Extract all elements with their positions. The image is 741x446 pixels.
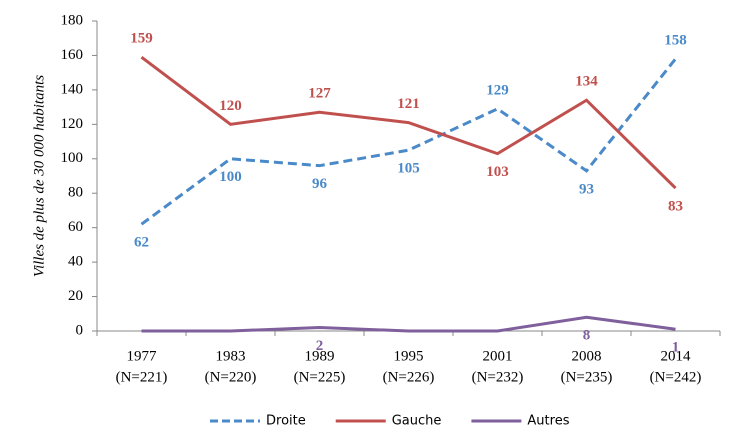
value-label: 103: [486, 164, 509, 180]
value-label: 1: [672, 340, 680, 356]
x-tick-sublabel: (N=232): [472, 369, 524, 385]
x-tick-sublabel: (N=225): [294, 369, 346, 385]
x-tick-label: 1977: [127, 348, 158, 364]
value-label: 120: [219, 98, 242, 114]
value-label: 62: [134, 235, 149, 251]
x-tick-sublabel: (N=235): [561, 369, 613, 385]
value-label: 100: [219, 169, 242, 185]
value-label: 127: [308, 86, 331, 102]
value-label: 121: [397, 96, 420, 112]
y-tick-label: 100: [61, 150, 84, 166]
x-tick-label: 1995: [394, 348, 424, 364]
legend-label: Gauche: [392, 414, 442, 429]
series-line: [140, 55, 677, 190]
y-tick-label: 120: [61, 116, 84, 132]
value-label: 134: [575, 74, 598, 90]
y-tick-label: 40: [68, 254, 83, 270]
value-label: 96: [312, 176, 328, 192]
value-label: 83: [668, 198, 683, 214]
x-tick-label: 1989: [305, 348, 335, 364]
value-label: 8: [583, 328, 591, 344]
y-tick-label: 180: [61, 12, 84, 28]
y-tick-label: 20: [68, 288, 83, 304]
value-label: 159: [130, 31, 153, 47]
value-label: 93: [579, 181, 594, 197]
y-tick-label: 80: [68, 185, 83, 201]
value-label: 129: [486, 82, 509, 98]
x-tick-sublabel: (N=221): [116, 369, 168, 385]
y-tick-label: 160: [61, 47, 84, 63]
value-label: 2: [316, 338, 324, 354]
value-label: 158: [664, 32, 687, 48]
x-tick-label: 2014: [661, 348, 692, 364]
value-label: 105: [397, 161, 420, 177]
series-line: [141, 315, 676, 333]
legend-label: Droite: [266, 414, 306, 429]
x-tick-sublabel: (N=226): [383, 369, 435, 385]
legend-label: Autres: [527, 414, 569, 429]
y-tick-label: 0: [76, 322, 84, 338]
x-tick-label: 2008: [572, 348, 602, 364]
series-line: [140, 57, 677, 226]
y-axis-label: Villes de plus de 30 000 habitants: [31, 75, 47, 277]
y-tick-label: 140: [61, 81, 84, 97]
x-tick-sublabel: (N=220): [205, 369, 257, 385]
x-tick-sublabel: (N=242): [650, 369, 702, 385]
y-tick-label: 60: [68, 219, 83, 235]
x-tick-label: 1983: [216, 348, 246, 364]
x-tick-label: 2001: [483, 348, 513, 364]
